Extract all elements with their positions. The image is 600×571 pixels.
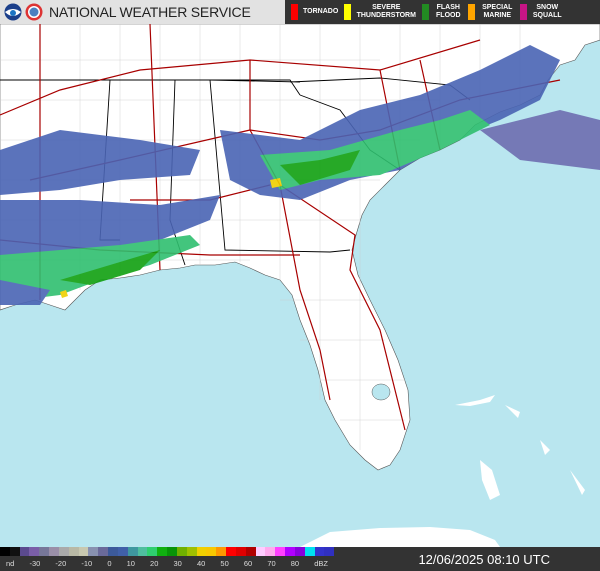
scale-swatch — [68, 547, 79, 556]
scale-label: 0 — [107, 559, 112, 568]
lake-okeechobee — [371, 383, 391, 401]
bahamas — [455, 395, 585, 500]
warning-legend: TORNADO SEVERE THUNDERSTORM FLASH FLOOD … — [285, 0, 600, 24]
legend-label: SEVERE THUNDERSTORM — [356, 4, 416, 19]
scale-swatch — [137, 547, 148, 556]
brand: NATIONAL WEATHER SERVICE — [4, 2, 251, 22]
scale-swatch — [235, 547, 246, 556]
scale-label: 20 — [150, 559, 159, 568]
scale-swatch — [19, 547, 30, 556]
scale-label: 10 — [126, 559, 135, 568]
legend-label: SNOW SQUALL — [532, 4, 562, 19]
scale-swatch — [285, 547, 295, 556]
scale-label: 60 — [243, 559, 253, 568]
scale-swatch — [127, 547, 138, 556]
scale-swatch — [88, 547, 99, 556]
scale-swatch — [117, 547, 128, 556]
header: NATIONAL WEATHER SERVICE TORNADO SEVERE … — [0, 0, 600, 24]
flash-flood-swatch — [422, 4, 430, 20]
legend-label: TORNADO — [303, 8, 339, 15]
severe-thunderstorm-swatch — [344, 4, 352, 20]
site-title: NATIONAL WEATHER SERVICE — [49, 4, 251, 20]
reflectivity-scale: nd -30 -20 -10 0 10 20 30 40 50 60 70 80 dBZ — [0, 547, 335, 571]
cuba — [300, 527, 500, 547]
legend-snow-squall: SNOW SQUALL — [520, 4, 562, 20]
special-marine-swatch — [468, 4, 476, 20]
snow-squall-swatch — [520, 4, 528, 20]
scale-swatch — [186, 547, 197, 556]
scale-swatch — [0, 547, 10, 556]
scale-swatch — [167, 547, 177, 556]
scale-swatch — [255, 547, 266, 556]
color-bar — [0, 547, 335, 556]
scale-label: 50 — [220, 559, 229, 568]
legend-tornado: TORNADO — [291, 4, 338, 20]
radar-echoes — [0, 45, 600, 305]
scale-swatch — [147, 547, 158, 556]
legend-special-marine: SPECIAL MARINE — [468, 4, 514, 20]
radar-map[interactable] — [0, 24, 600, 547]
noaa-logo-icon — [4, 3, 22, 21]
scale-swatch — [157, 547, 168, 556]
tornado-swatch — [291, 4, 298, 20]
timestamp: 12/06/2025 08:10 UTC — [418, 552, 550, 567]
legend-flash-flood: FLASH FLOOD — [422, 4, 462, 20]
scale-label: dBZ — [314, 559, 328, 568]
scale-swatch — [275, 547, 286, 556]
nws-logo-icon — [25, 3, 43, 21]
scale-swatch — [196, 547, 207, 556]
scale-swatch — [245, 547, 256, 556]
scale-swatch — [9, 547, 20, 556]
scale-swatch — [206, 547, 217, 556]
legend-label: SPECIAL MARINE — [482, 4, 513, 19]
scale-label: -10 — [81, 559, 93, 568]
scale-swatch — [39, 547, 50, 556]
scale-label: nd — [6, 559, 15, 568]
scale-label: -20 — [55, 559, 67, 568]
scale-swatch — [58, 547, 69, 556]
legend-severe-thunderstorm: SEVERE THUNDERSTORM — [344, 4, 416, 20]
scale-swatch — [49, 547, 59, 556]
legend-label: FLASH FLOOD — [436, 4, 461, 19]
scale-swatch — [29, 547, 40, 556]
footer-bar: nd -30 -20 -10 0 10 20 30 40 50 60 70 80 dBZ 12/06/20… — [0, 547, 600, 571]
scale-swatch — [176, 547, 187, 556]
scale-swatch — [314, 547, 325, 556]
scale-swatch — [98, 547, 109, 556]
scale-swatch — [324, 547, 335, 556]
scale-swatch — [294, 547, 305, 556]
scale-swatch — [78, 547, 89, 556]
scale-swatch — [304, 547, 315, 556]
scale-label: 40 — [196, 559, 206, 568]
scale-label: -30 — [29, 559, 41, 568]
scale-swatch — [265, 547, 276, 556]
scale-label: 70 — [267, 559, 276, 568]
scale-label: 30 — [173, 559, 182, 568]
scale-ticks: nd -30 -20 -10 0 10 20 30 40 50 60 70 80 dBZ — [0, 559, 334, 568]
scale-label: 80 — [290, 559, 300, 568]
scale-swatch — [216, 547, 227, 556]
scale-swatch — [108, 547, 118, 556]
scale-swatch — [226, 547, 236, 556]
